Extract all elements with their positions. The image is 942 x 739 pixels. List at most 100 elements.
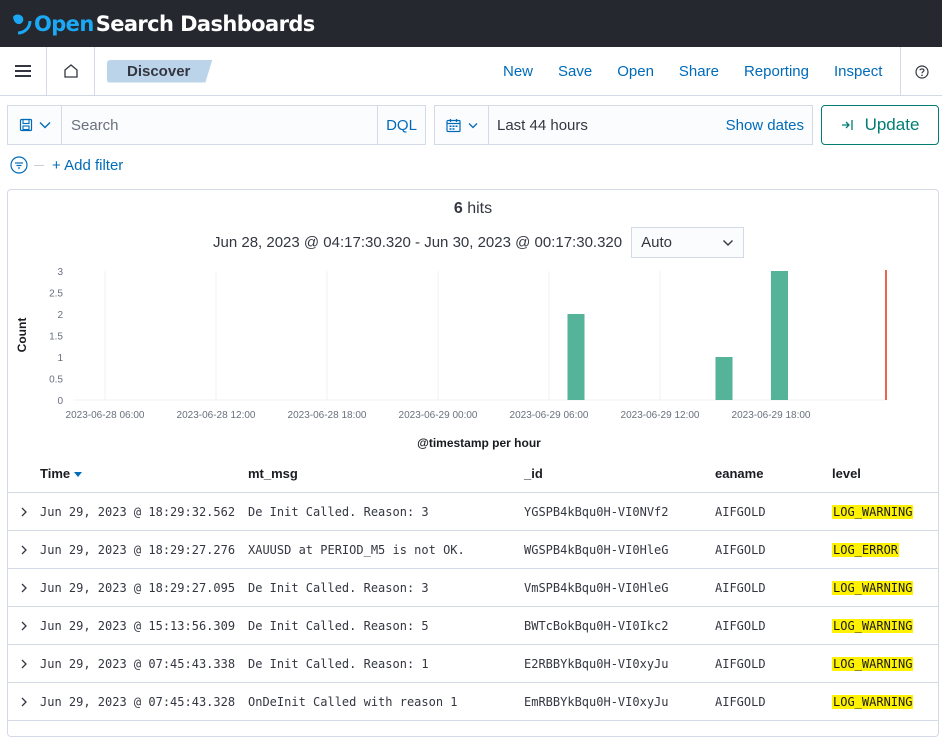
cell-id: YGSPB4kBqu0H-VI0NVf2 (524, 504, 669, 519)
x-tick-label: 2023-06-28 18:00 (288, 410, 367, 421)
share-link[interactable]: Share (678, 63, 719, 80)
histogram-bar[interactable] (567, 314, 585, 400)
y-tick-label: 1 (57, 353, 63, 364)
x-tick-label: 2023-06-29 00:00 (399, 410, 478, 421)
cell-id: EmRBBYkBqu0H-VI0xyJu (524, 694, 669, 709)
expand-row-button[interactable] (8, 697, 40, 707)
new-link[interactable]: New (503, 63, 534, 80)
cell-level: LOG_WARNING (832, 656, 938, 671)
top-header: Open Search Dashboards (0, 0, 942, 47)
filter-divider (34, 164, 44, 166)
interval-select[interactable]: Auto (631, 227, 745, 258)
reporting-link[interactable]: Reporting (743, 63, 809, 80)
logo-text-open: Open (34, 11, 94, 36)
level-highlight: LOG_ERROR (832, 542, 900, 557)
column-header-level[interactable]: level (832, 466, 861, 481)
cell-id: BWTcBokBqu0H-VI0Ikc2 (524, 618, 669, 633)
calendar-icon (445, 118, 461, 132)
search-input[interactable]: Search (71, 116, 119, 134)
table-row[interactable]: Jun 29, 2023 @ 18:29:27.095 De Init Calle… (8, 569, 938, 607)
breadcrumb-discover[interactable]: Discover (107, 60, 212, 83)
cell-time: Jun 29, 2023 @ 18:29:27.095 (40, 580, 236, 595)
top-nav-menu: New Save Open Share Reporting Inspect (503, 47, 907, 96)
chevron-down-icon (468, 122, 477, 128)
histogram-chart: Count 00.511.522.53 2023-06-28 06:00 2023… (15, 267, 887, 450)
menu-button[interactable] (0, 46, 47, 96)
column-header-time[interactable]: Time (40, 466, 248, 481)
y-tick-label: 2 (57, 310, 63, 321)
chevron-right-icon (21, 583, 27, 592)
cell-eaname: AIFGOLD (715, 504, 766, 519)
interval-value: Auto (641, 234, 672, 251)
level-highlight: LOG_WARNING (832, 580, 914, 595)
save-link[interactable]: Save (558, 63, 593, 80)
show-dates-button[interactable]: Show dates (725, 116, 804, 134)
cell-eaname: AIFGOLD (715, 542, 766, 557)
refresh-icon (841, 120, 853, 130)
date-range-label[interactable]: Last 44 hours (497, 116, 588, 134)
cell-level: LOG_WARNING (832, 618, 938, 633)
table-row[interactable]: Jun 29, 2023 @ 07:45:43.328 OnDeInit Call… (8, 683, 938, 721)
dql-toggle-button[interactable]: DQL (377, 106, 425, 144)
y-tick-label: 2.5 (49, 289, 63, 300)
expand-row-button[interactable] (8, 507, 40, 517)
level-highlight: LOG_WARNING (832, 694, 914, 709)
table-body: Jun 29, 2023 @ 18:29:32.562 De Init Calle… (8, 493, 938, 721)
discover-panel: 6 hits Jun 28, 2023 @ 04:17:30.320 - Jun… (7, 189, 939, 737)
column-header-id[interactable]: _id (524, 466, 543, 481)
expand-row-button[interactable] (8, 583, 40, 593)
y-tick-label: 0 (57, 396, 63, 407)
chevron-right-icon (21, 507, 27, 516)
cell-time: Jun 29, 2023 @ 15:13:56.309 (40, 618, 236, 633)
table-row[interactable]: Jun 29, 2023 @ 18:29:32.562 De Init Calle… (8, 493, 938, 531)
cell-time: Jun 29, 2023 @ 07:45:43.338 (40, 656, 236, 671)
filter-bar: + Add filter (10, 155, 123, 175)
chevron-right-icon (21, 621, 27, 630)
hits-count: 6 hits (8, 200, 938, 218)
column-header-eaname[interactable]: eaname (715, 466, 764, 481)
cell-id: E2RBBYkBqu0H-VI0xyJu (524, 656, 669, 671)
column-label-time: Time (40, 466, 71, 481)
histogram-bar[interactable] (715, 357, 733, 400)
chevron-right-icon (21, 697, 27, 706)
table-row[interactable]: Jun 29, 2023 @ 07:45:43.338 De Init Calle… (8, 645, 938, 683)
update-label: Update (864, 115, 920, 134)
column-header-mt-msg[interactable]: mt_msg (248, 466, 298, 481)
expand-row-button[interactable] (8, 659, 40, 669)
cell-level: LOG_WARNING (832, 504, 938, 519)
y-tick-label: 3 (57, 267, 63, 278)
logo-text-rest: Search Dashboards (95, 11, 316, 36)
filter-icon[interactable] (10, 156, 28, 174)
home-button[interactable] (47, 46, 95, 96)
cell-eaname: AIFGOLD (715, 618, 766, 633)
inspect-link[interactable]: Inspect (834, 63, 883, 80)
cell-mt-msg: De Init Called. Reason: 1 (248, 656, 429, 671)
opensearch-logo[interactable]: Open Search Dashboards (10, 12, 315, 36)
update-button[interactable]: Update (821, 105, 939, 145)
table-row[interactable]: Jun 29, 2023 @ 15:13:56.309 De Init Calle… (8, 607, 938, 645)
time-range-row: Jun 28, 2023 @ 04:17:30.320 - Jun 30, 20… (213, 227, 745, 258)
table-row[interactable]: Jun 29, 2023 @ 18:29:27.276 XAUUSD at PER… (8, 531, 938, 569)
hits-label: hits (467, 200, 493, 217)
hits-number: 6 (453, 200, 463, 217)
cell-level: LOG_ERROR (832, 542, 938, 557)
sort-down-icon[interactable] (74, 472, 83, 478)
histogram-bar[interactable] (771, 271, 788, 400)
expand-row-button[interactable] (8, 621, 40, 631)
expand-row-button[interactable] (8, 545, 40, 555)
open-link[interactable]: Open (617, 63, 654, 80)
cell-time: Jun 29, 2023 @ 18:29:27.276 (40, 542, 236, 557)
table-header: Time mt_msg _id eaname level (8, 455, 938, 493)
documents-table: Time mt_msg _id eaname level Jun 29, 202… (8, 455, 938, 721)
saved-queries-button[interactable] (8, 106, 62, 144)
chart-bars (567, 271, 788, 400)
y-tick-label: 1.5 (49, 332, 63, 343)
cell-mt-msg: De Init Called. Reason: 5 (248, 618, 429, 633)
add-filter-button[interactable]: + Add filter (52, 156, 124, 174)
help-button[interactable] (900, 47, 942, 96)
y-tick-label: 0.5 (49, 375, 63, 386)
app-navbar: Discover New Save Open Share Reporting I… (0, 46, 942, 96)
time-range-text: Jun 28, 2023 @ 04:17:30.320 - Jun 30, 20… (213, 234, 623, 251)
level-highlight: LOG_WARNING (832, 504, 914, 519)
quick-menu-button[interactable] (435, 106, 489, 144)
